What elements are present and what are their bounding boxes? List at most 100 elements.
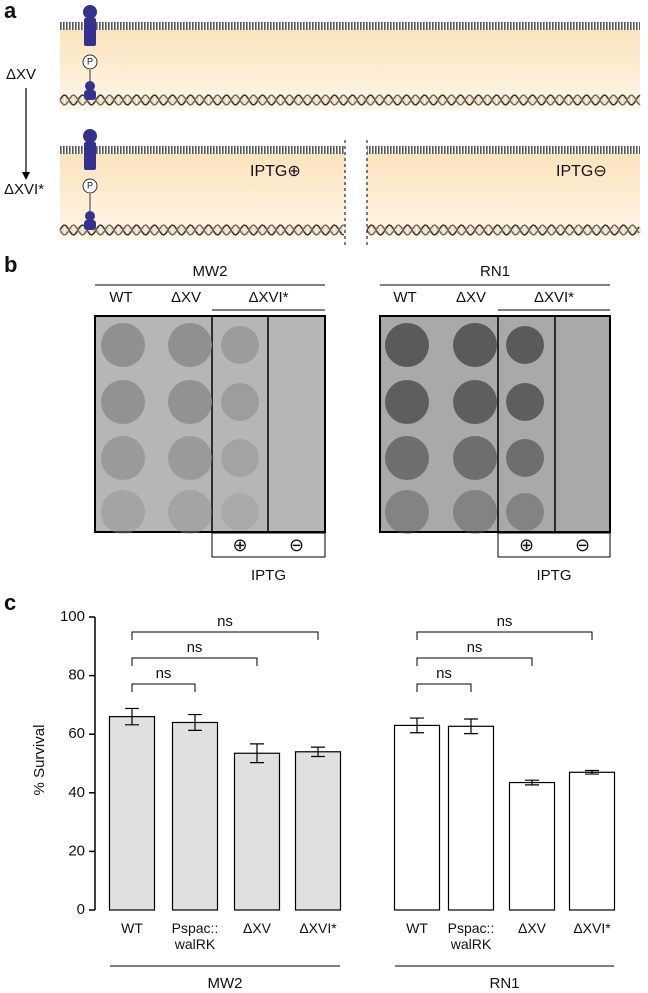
bar xyxy=(171,721,219,911)
y-tick-label: 20 xyxy=(68,842,85,859)
dna-strand xyxy=(59,224,345,236)
x-tick-label: ΔXVI* xyxy=(573,920,611,936)
colony-spot xyxy=(453,436,497,480)
error-bar xyxy=(525,779,539,786)
bar xyxy=(508,781,556,911)
significance-bracket xyxy=(131,683,196,692)
bar xyxy=(294,751,342,911)
significance-label: ns xyxy=(497,613,513,630)
regulator xyxy=(84,220,96,230)
panel-label: a xyxy=(4,0,17,23)
membrane xyxy=(60,22,640,30)
phosphate-label: P xyxy=(87,180,93,190)
condition-label: IPTG⊕ xyxy=(250,163,301,180)
panel-label: b xyxy=(4,252,17,277)
error-bar xyxy=(188,713,202,731)
y-tick-label: 40 xyxy=(68,784,85,801)
colony-spot xyxy=(101,380,145,424)
colony-spot xyxy=(168,323,212,367)
bar xyxy=(447,725,495,911)
colony-spot xyxy=(506,326,544,364)
inducer-sign: ⊕ xyxy=(232,535,247,555)
x-tick-label: ΔXV xyxy=(242,920,272,936)
error-bar xyxy=(585,769,599,775)
membrane xyxy=(367,146,640,154)
inducer-sign: ⊕ xyxy=(519,535,534,555)
colony-spot xyxy=(101,436,145,480)
significance-label: ns xyxy=(436,665,452,682)
significance-bracket xyxy=(416,683,472,692)
colony-spot xyxy=(221,493,259,531)
colony-spot xyxy=(101,490,145,534)
inducer-label: IPTG xyxy=(536,567,571,584)
kinase xyxy=(83,129,97,143)
dna-strand xyxy=(59,94,641,106)
strain-label: ΔXVI* xyxy=(4,181,44,198)
significance-bracket xyxy=(131,657,258,666)
inducer-box xyxy=(497,532,611,558)
column-label: ΔXVI* xyxy=(248,289,288,306)
colony-spot xyxy=(506,439,544,477)
column-label: ΔXVI* xyxy=(534,289,574,306)
significance-label: ns xyxy=(187,639,203,656)
regulator xyxy=(85,81,95,91)
x-tick-label: Pspac:: walRK xyxy=(447,920,495,952)
colony-spot xyxy=(453,490,497,534)
error-bar xyxy=(410,717,424,734)
colony-spot xyxy=(506,383,544,421)
significance-label: ns xyxy=(217,613,233,630)
colony-spot xyxy=(385,323,429,367)
group-label: RN1 xyxy=(489,975,519,992)
panel-label: c xyxy=(4,590,16,615)
colony-spot xyxy=(385,490,429,534)
significance-bracket xyxy=(416,631,593,640)
significance-bracket xyxy=(416,657,533,666)
error-bar xyxy=(125,707,139,726)
colony-spot xyxy=(221,383,259,421)
phosphate xyxy=(82,54,98,70)
significance-label: ns xyxy=(467,639,483,656)
colony-spot xyxy=(101,323,145,367)
significance-label: ns xyxy=(156,665,172,682)
colony-spot xyxy=(168,490,212,534)
bar xyxy=(568,771,616,911)
regulator xyxy=(84,90,96,100)
inducer-label: IPTG xyxy=(251,567,286,584)
dna-strand xyxy=(59,224,345,236)
colony-spot xyxy=(168,380,212,424)
error-bar xyxy=(464,718,478,735)
colony-spot xyxy=(506,493,544,531)
y-tick-label: 60 xyxy=(68,725,85,742)
colony-spot xyxy=(221,326,259,364)
x-tick-label: WT xyxy=(406,920,428,936)
y-tick-label: 0 xyxy=(77,901,85,918)
dna-strand xyxy=(366,224,640,236)
column-label: ΔXV xyxy=(456,289,486,306)
colony-spot xyxy=(453,380,497,424)
x-tick-label: Pspac:: walRK xyxy=(171,920,219,952)
group-label: MW2 xyxy=(208,975,243,992)
error-bar xyxy=(250,743,264,764)
regulator xyxy=(85,211,95,221)
arrow-head xyxy=(22,172,30,180)
inducer-sign: ⊖ xyxy=(575,535,590,555)
bar xyxy=(393,724,441,911)
kinase xyxy=(83,5,97,19)
colony-spot xyxy=(453,323,497,367)
kinase xyxy=(84,18,96,46)
x-tick-label: WT xyxy=(121,920,143,936)
colony-spot xyxy=(221,439,259,477)
significance-bracket xyxy=(131,631,319,640)
strain-label: MW2 xyxy=(193,263,228,280)
column-label: ΔXV xyxy=(171,289,201,306)
x-tick-label: ΔXV xyxy=(517,920,547,936)
inducer-sign: ⊖ xyxy=(289,535,304,555)
strain-label: ΔXV xyxy=(6,66,36,83)
y-tick-label: 80 xyxy=(68,667,85,684)
condition-label: IPTG⊖ xyxy=(556,163,607,180)
bar xyxy=(233,752,281,911)
colony-spot xyxy=(385,436,429,480)
inducer-box xyxy=(211,532,326,558)
